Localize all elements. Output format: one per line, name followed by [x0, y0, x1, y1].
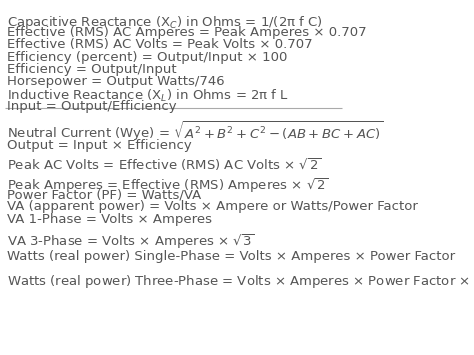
- Text: VA (apparent power) = Volts × Ampere or Watts/Power Factor: VA (apparent power) = Volts × Ampere or …: [7, 200, 418, 213]
- Text: Capacitive Reactance (X$_{C}$) in Ohms = 1/(2π f C): Capacitive Reactance (X$_{C}$) in Ohms =…: [7, 14, 322, 31]
- Text: VA 1-Phase = Volts × Amperes: VA 1-Phase = Volts × Amperes: [7, 213, 211, 226]
- Text: Effective (RMS) AC Amperes = Peak Amperes × 0.707: Effective (RMS) AC Amperes = Peak Ampere…: [7, 26, 366, 39]
- Text: Efficiency (percent) = Output/Input × 100: Efficiency (percent) = Output/Input × 10…: [7, 51, 287, 64]
- Text: Watts (real power) Single-Phase = Volts × Amperes × Power Factor: Watts (real power) Single-Phase = Volts …: [7, 250, 455, 263]
- Text: Peak Amperes = Effective (RMS) Amperes × $\sqrt{2}$: Peak Amperes = Effective (RMS) Amperes ×…: [7, 176, 328, 195]
- Text: Horsepower = Output Watts/746: Horsepower = Output Watts/746: [7, 75, 224, 88]
- Text: Inductive Reactance (X$_{L}$) in Ohms = 2π f L: Inductive Reactance (X$_{L}$) in Ohms = …: [7, 88, 289, 104]
- Text: Input = Output/Efficiency: Input = Output/Efficiency: [7, 100, 176, 113]
- Text: Watts (real power) Three-Phase = Volts × Amperes × Power Factor × $\sqrt{3}$: Watts (real power) Three-Phase = Volts ×…: [7, 273, 474, 291]
- Text: Neutral Current (Wye) = $\sqrt{A^2 + B^2 + C^2 - (AB + BC + AC)}$: Neutral Current (Wye) = $\sqrt{A^2 + B^2…: [7, 119, 383, 143]
- Text: Power Factor (PF) = Watts/VA: Power Factor (PF) = Watts/VA: [7, 188, 201, 201]
- Text: Effective (RMS) AC Volts = Peak Volts × 0.707: Effective (RMS) AC Volts = Peak Volts × …: [7, 38, 312, 51]
- Text: Output = Input × Efficiency: Output = Input × Efficiency: [7, 139, 191, 152]
- Text: Efficiency = Output/Input: Efficiency = Output/Input: [7, 63, 176, 76]
- Text: VA 3-Phase = Volts × Amperes × $\sqrt{3}$: VA 3-Phase = Volts × Amperes × $\sqrt{3}…: [7, 232, 255, 251]
- Text: Peak AC Volts = Effective (RMS) AC Volts × $\sqrt{2}$: Peak AC Volts = Effective (RMS) AC Volts…: [7, 156, 321, 173]
